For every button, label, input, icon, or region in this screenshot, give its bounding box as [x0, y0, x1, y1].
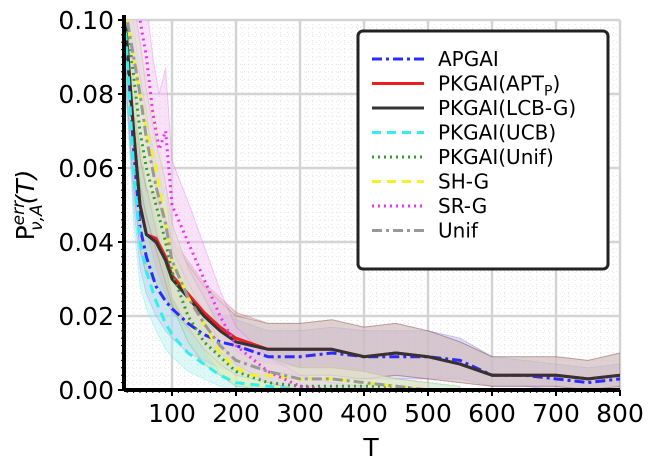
x-tick-label: 500 — [404, 399, 452, 428]
legend-label-Unif: Unif — [438, 219, 479, 243]
legend-label-SH-G: SH-G — [438, 170, 489, 194]
series-lines — [124, 20, 620, 390]
x-tick-label: 300 — [276, 399, 324, 428]
y-tick-label: 0.04 — [58, 228, 114, 257]
x-tick-label: 700 — [532, 399, 580, 428]
axes — [122, 15, 620, 392]
y-axis-label-base: P — [11, 225, 40, 240]
y-axis-label-sup: err — [9, 200, 29, 225]
legend-label-PKGAI(APT_P): PKGAI(APTP) — [438, 72, 560, 100]
legend-label-APGAI: APGAI — [438, 47, 499, 71]
x-axis-label: T — [362, 433, 379, 462]
y-tick-label: 0.10 — [58, 6, 114, 35]
y-tick-label: 0.08 — [58, 80, 114, 109]
y-tick-label: 0.06 — [58, 154, 114, 183]
legend-label-PKGAI(Unif): PKGAI(Unif) — [438, 145, 554, 169]
legend-label-SR-G: SR-G — [438, 194, 487, 218]
x-tick-label: 400 — [340, 399, 388, 428]
band-APGAI — [124, 20, 620, 390]
series-line-PKGAI(LCB-G) — [124, 20, 620, 381]
band-PKGAI(LCB-G) — [124, 20, 620, 390]
series-line-PKGAI(UCB) — [124, 20, 364, 390]
legend-box — [356, 29, 610, 271]
x-tick-label: 800 — [596, 399, 644, 428]
series-line-Unif — [125, 20, 429, 390]
x-tick-label: 100 — [148, 399, 196, 428]
legend: APGAIPKGAI(APTP)PKGAI(LCB-G)PKGAI(UCB)PK… — [356, 29, 610, 271]
band-PKGAI(Unif) — [124, 20, 461, 390]
x-tick-label: 600 — [468, 399, 516, 428]
x-tick-label: 200 — [212, 399, 260, 428]
y-axis-label-sub: ν,A — [27, 204, 47, 231]
y-tick-label: 0.02 — [58, 302, 114, 331]
band-PKGAI(UCB) — [124, 20, 365, 390]
legend-label-PKGAI(UCB): PKGAI(UCB) — [438, 121, 556, 145]
y-axis-label: Perrν,A(T) — [9, 170, 47, 241]
y-axis-label-arg: (T) — [11, 170, 40, 205]
ticks: 100 200 300 400 500 600 700 800 0.00 0.02 0.04 0.06… — [58, 6, 644, 428]
y-tick-label: 0.00 — [58, 376, 114, 405]
series-line-APGAI — [124, 20, 620, 385]
legend-label-PKGAI(LCB-G): PKGAI(LCB-G) — [438, 96, 576, 120]
series-line-SH-G — [125, 20, 429, 390]
